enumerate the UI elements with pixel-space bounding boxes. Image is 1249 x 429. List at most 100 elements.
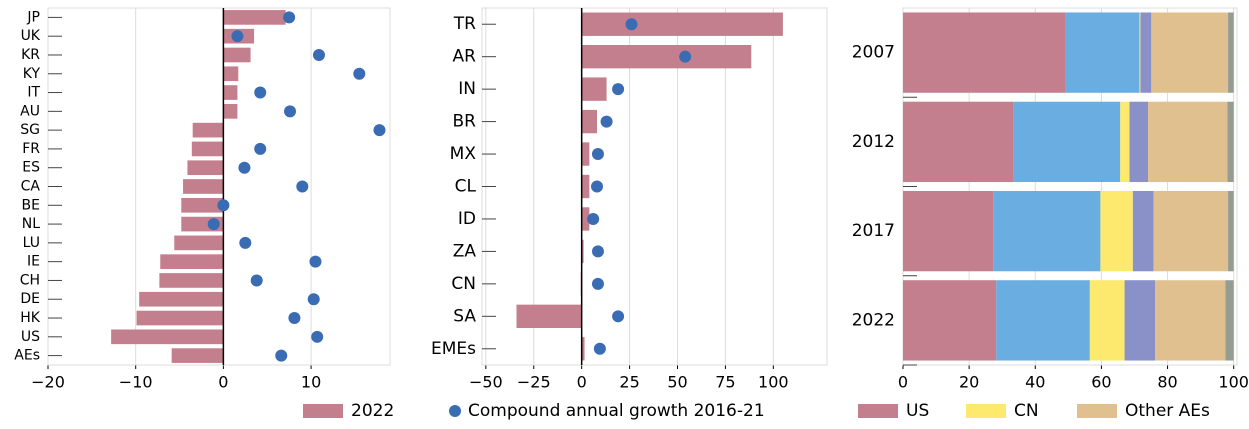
dot bbox=[254, 86, 267, 99]
dot bbox=[312, 48, 325, 61]
x-tick-label: 100 bbox=[1218, 373, 1249, 392]
bar bbox=[581, 142, 590, 166]
x-tick-label: 60 bbox=[1091, 373, 1111, 392]
dot bbox=[373, 124, 386, 137]
y-tick-label: SA bbox=[453, 306, 476, 326]
legend-label: Compound annual growth 2016-21 bbox=[468, 401, 765, 421]
dot bbox=[288, 312, 301, 325]
bar-segment bbox=[1129, 101, 1149, 183]
dot bbox=[600, 115, 613, 128]
y-tick-label: AR bbox=[453, 47, 477, 67]
legend-label: Other AEs bbox=[1125, 401, 1210, 421]
dot bbox=[612, 83, 625, 96]
bar-segment bbox=[1089, 280, 1125, 361]
bar-segment bbox=[1124, 280, 1155, 361]
x-tick-label: 20 bbox=[959, 373, 979, 392]
dot bbox=[311, 330, 324, 343]
bar-segment bbox=[1100, 190, 1133, 272]
x-tick-label: −25 bbox=[517, 373, 551, 392]
y-tick-label: CA bbox=[21, 179, 41, 195]
y-tick-label: MX bbox=[450, 144, 477, 164]
bar bbox=[223, 104, 238, 119]
y-tick-label: CN bbox=[451, 274, 476, 294]
y-tick-label: NL bbox=[22, 216, 40, 232]
bar bbox=[187, 160, 224, 176]
bar bbox=[581, 77, 607, 101]
x-tick-label: −20 bbox=[31, 373, 65, 392]
dot bbox=[587, 212, 600, 225]
bar-segment bbox=[903, 12, 1066, 93]
bar-segment bbox=[1151, 12, 1229, 93]
y-tick-label: ID bbox=[458, 209, 476, 229]
dot bbox=[231, 30, 244, 43]
dot bbox=[591, 277, 604, 290]
legend-swatch bbox=[1077, 404, 1117, 418]
y-tick-label: 2017 bbox=[852, 221, 895, 241]
legend-swatch bbox=[449, 405, 461, 417]
legend-swatch bbox=[966, 404, 1006, 418]
bar-segment bbox=[1148, 101, 1228, 183]
dot bbox=[307, 293, 320, 306]
x-tick-label: 0 bbox=[577, 373, 587, 392]
legend-label: US bbox=[906, 401, 929, 421]
y-tick-label: CL bbox=[455, 177, 477, 197]
dot bbox=[593, 342, 606, 355]
bar bbox=[223, 10, 286, 25]
dot bbox=[238, 161, 251, 174]
bar-segment bbox=[1228, 190, 1234, 272]
dot bbox=[591, 245, 604, 258]
bar-segment bbox=[903, 280, 997, 361]
bar bbox=[191, 141, 224, 157]
x-tick-label: 40 bbox=[1025, 373, 1045, 392]
x-tick-label: 25 bbox=[619, 373, 639, 392]
dot bbox=[284, 105, 297, 118]
bar bbox=[192, 122, 224, 138]
dot bbox=[591, 180, 603, 193]
x-tick-label: 75 bbox=[715, 373, 735, 392]
y-tick-label: HK bbox=[20, 310, 41, 326]
bar bbox=[171, 348, 224, 363]
dot bbox=[679, 50, 692, 63]
bar-segment bbox=[903, 190, 994, 272]
y-tick-label: IN bbox=[458, 79, 476, 99]
bar bbox=[581, 239, 584, 264]
x-tick-label: 0 bbox=[218, 373, 228, 392]
bar bbox=[183, 179, 224, 194]
y-tick-label: FR bbox=[22, 141, 40, 157]
dot bbox=[239, 236, 252, 249]
y-tick-label: 2012 bbox=[852, 132, 895, 152]
x-tick-label: −10 bbox=[119, 373, 153, 392]
bar-segment bbox=[996, 280, 1090, 361]
y-tick-label: ES bbox=[22, 160, 40, 176]
bar bbox=[581, 174, 590, 199]
bar bbox=[581, 207, 590, 231]
y-tick-label: 2007 bbox=[852, 43, 895, 63]
dot bbox=[612, 310, 625, 323]
y-tick-label: KR bbox=[21, 47, 40, 63]
bar bbox=[174, 235, 224, 251]
bar-segment bbox=[1065, 12, 1140, 93]
x-tick-label: 100 bbox=[758, 373, 789, 392]
bar bbox=[111, 329, 224, 345]
bar bbox=[581, 337, 585, 361]
x-tick-label: 0 bbox=[898, 373, 908, 392]
bar bbox=[160, 254, 224, 269]
legend-label: CN bbox=[1014, 401, 1039, 421]
bar bbox=[223, 66, 239, 82]
y-tick-label: CH bbox=[20, 272, 40, 288]
bar-segment bbox=[993, 190, 1101, 272]
bar bbox=[136, 310, 224, 326]
y-tick-label: LU bbox=[23, 235, 40, 251]
x-tick-label: 10 bbox=[301, 373, 321, 392]
dot bbox=[309, 255, 322, 268]
bar-segment bbox=[1225, 280, 1234, 361]
y-tick-label: IT bbox=[27, 85, 40, 101]
bar-segment bbox=[1132, 190, 1154, 272]
bar bbox=[516, 304, 582, 329]
bar-segment bbox=[1228, 12, 1234, 93]
bar-segment bbox=[903, 101, 1014, 183]
bar-segment bbox=[1153, 190, 1229, 272]
dot bbox=[254, 142, 267, 155]
dot bbox=[283, 11, 296, 24]
